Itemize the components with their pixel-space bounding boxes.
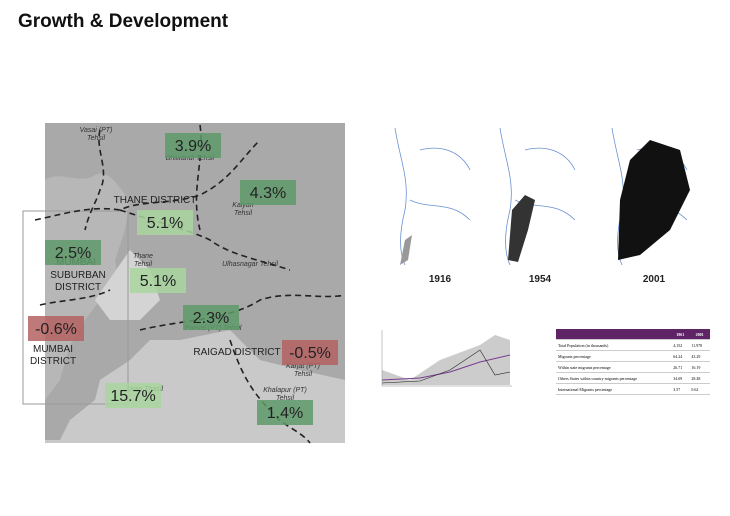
cell: International Migrants percentage [556,383,672,395]
place-label: THANE DISTRICT [114,195,197,206]
growth-box [165,133,221,158]
growth-label: 4.3% [250,185,286,202]
cell: Total Population (in thousands) [556,339,672,351]
growth-label: 1.4% [267,405,303,422]
year-label: 1954 [529,274,552,285]
place-label: Kalyan Tehsil [232,202,254,217]
title: Growth & Development [18,11,229,32]
cell [556,329,672,340]
place-label: Vasai (PT) Tehsil [80,127,113,142]
growth-label: 5.1% [147,215,183,232]
city-maps [394,127,690,266]
cell: 2001 [689,329,710,340]
cell: 16.19 [689,361,710,373]
growth-box [130,268,186,293]
line [381,354,511,381]
growth-box [183,305,239,330]
place-label: Bhiwandi Tehsil [166,155,215,162]
cell: 64.24 [671,350,690,362]
coast [394,127,471,266]
year-label: 2001 [643,274,666,285]
area [382,335,510,385]
place-label: Thane Tehsil [133,253,153,268]
cell: Within state migrants percentage [556,361,672,373]
cell: Migrants percentage [556,350,672,362]
cell: 28.48 [689,372,710,384]
cell: Others States within country migrants pe… [556,372,672,384]
line [381,349,511,384]
urban [508,195,535,262]
place-label: SUBURBAN DISTRICT [50,270,106,293]
growth-box [257,400,313,425]
island [45,173,130,400]
growth-box [28,316,84,341]
cell: 4,152 [671,339,690,351]
cell: 26.71 [671,361,690,373]
growth-label: 3.9% [175,138,211,155]
growth-label: 5.1% [140,273,176,290]
growth-box [282,340,338,365]
growth-box [45,240,101,265]
place-label: Karjat (PT) Tehsil [286,363,320,378]
urban [400,235,412,265]
cell: 1961 [671,329,690,340]
growth-label: -0.5% [289,345,331,362]
year-label: 1916 [429,274,452,285]
place-label: MUMBAI DISTRICT [30,344,76,367]
cell: 3.57 [671,383,690,395]
growth-label: 2.5% [55,245,91,262]
cell: 43.29 [689,350,710,362]
growth-box [137,210,193,235]
data-table: 1961 2001 Total Population (in thousands) 4… [556,329,710,395]
growth-label: 2.3% [193,310,229,327]
cell: 0.62 [689,383,710,395]
cell: 11,978 [689,339,710,351]
growth-box [240,180,296,205]
growth-label: -0.6% [35,321,77,338]
urban [618,140,690,260]
cell: 34.69 [671,372,690,384]
place-label: Khalapur (PT) Tehsil [263,387,307,402]
place-label: Ulhasnagar Tehsil [222,261,278,268]
place-label: RAIGAD DISTRICT [193,347,280,358]
growth-box [105,383,161,408]
growth-label: 15.7% [110,388,155,405]
line-chart [381,330,512,387]
